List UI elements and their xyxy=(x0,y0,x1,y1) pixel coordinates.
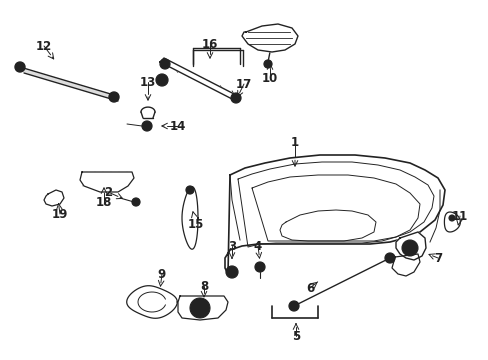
Circle shape xyxy=(15,62,25,72)
Text: 13: 13 xyxy=(140,76,156,89)
Text: 6: 6 xyxy=(305,282,313,294)
Text: 10: 10 xyxy=(262,72,278,85)
Polygon shape xyxy=(391,254,419,276)
Circle shape xyxy=(254,262,264,272)
Text: 16: 16 xyxy=(202,37,218,50)
Text: 1: 1 xyxy=(290,135,299,148)
Circle shape xyxy=(384,253,394,263)
Polygon shape xyxy=(126,286,177,318)
Text: 9: 9 xyxy=(158,267,166,280)
Text: 12: 12 xyxy=(36,40,52,53)
Circle shape xyxy=(190,298,209,318)
Circle shape xyxy=(109,92,119,102)
Circle shape xyxy=(230,93,241,103)
Text: 3: 3 xyxy=(227,239,236,252)
Text: 15: 15 xyxy=(187,217,204,230)
Polygon shape xyxy=(44,190,64,206)
Circle shape xyxy=(160,59,170,69)
Circle shape xyxy=(156,74,168,86)
Circle shape xyxy=(401,240,417,256)
Polygon shape xyxy=(444,212,460,232)
Circle shape xyxy=(196,304,203,312)
Text: 8: 8 xyxy=(200,279,208,292)
Polygon shape xyxy=(224,155,444,274)
Circle shape xyxy=(229,270,234,274)
Circle shape xyxy=(132,198,140,206)
Polygon shape xyxy=(395,232,425,260)
Circle shape xyxy=(225,266,238,278)
Text: 2: 2 xyxy=(104,185,112,198)
Polygon shape xyxy=(160,58,238,100)
Text: 14: 14 xyxy=(169,120,186,132)
Text: 19: 19 xyxy=(52,207,68,220)
Text: 4: 4 xyxy=(253,239,262,252)
Text: 5: 5 xyxy=(291,329,300,342)
Polygon shape xyxy=(242,24,297,52)
Circle shape xyxy=(145,124,149,128)
Polygon shape xyxy=(182,187,198,249)
Text: 17: 17 xyxy=(235,77,252,90)
Circle shape xyxy=(448,215,454,221)
Polygon shape xyxy=(80,172,134,192)
Circle shape xyxy=(142,121,152,131)
Circle shape xyxy=(185,186,194,194)
Polygon shape xyxy=(178,296,227,320)
Circle shape xyxy=(288,301,298,311)
Text: 18: 18 xyxy=(96,195,112,208)
Circle shape xyxy=(264,60,271,68)
Text: 7: 7 xyxy=(433,252,441,265)
Circle shape xyxy=(134,201,137,203)
Text: 11: 11 xyxy=(451,210,467,222)
